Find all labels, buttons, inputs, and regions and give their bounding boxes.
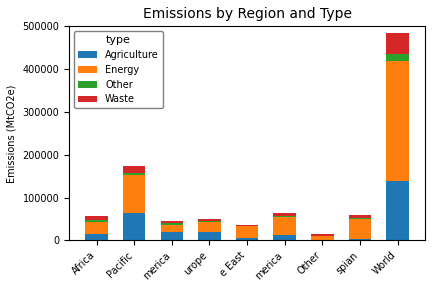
Bar — [198, 221, 221, 223]
Bar — [123, 166, 146, 173]
Bar — [85, 222, 108, 234]
Bar — [161, 232, 183, 240]
Bar — [273, 213, 296, 216]
Bar — [386, 54, 409, 60]
Bar — [123, 175, 146, 213]
Bar — [85, 220, 108, 222]
Bar — [273, 235, 296, 240]
Bar — [386, 60, 409, 181]
Bar — [236, 238, 258, 240]
Bar — [349, 239, 371, 240]
Bar — [85, 217, 108, 220]
Bar — [161, 225, 183, 232]
Bar — [273, 216, 296, 217]
Bar — [198, 223, 221, 232]
Bar — [123, 173, 146, 175]
Bar — [386, 181, 409, 240]
Y-axis label: Emissions (MtCO2e): Emissions (MtCO2e) — [7, 84, 17, 183]
Legend: Agriculture, Energy, Other, Waste: Agriculture, Energy, Other, Waste — [74, 31, 163, 108]
Bar — [85, 234, 108, 240]
Bar — [349, 219, 371, 239]
Bar — [236, 226, 258, 238]
Bar — [273, 217, 296, 235]
Bar — [349, 215, 371, 218]
Title: Emissions by Region and Type: Emissions by Region and Type — [143, 7, 352, 21]
Bar — [386, 33, 409, 54]
Bar — [311, 234, 334, 236]
Bar — [349, 218, 371, 219]
Bar — [236, 225, 258, 226]
Bar — [161, 221, 183, 223]
Bar — [198, 219, 221, 221]
Bar — [123, 213, 146, 240]
Bar — [198, 232, 221, 240]
Bar — [311, 236, 334, 240]
Bar — [161, 223, 183, 225]
